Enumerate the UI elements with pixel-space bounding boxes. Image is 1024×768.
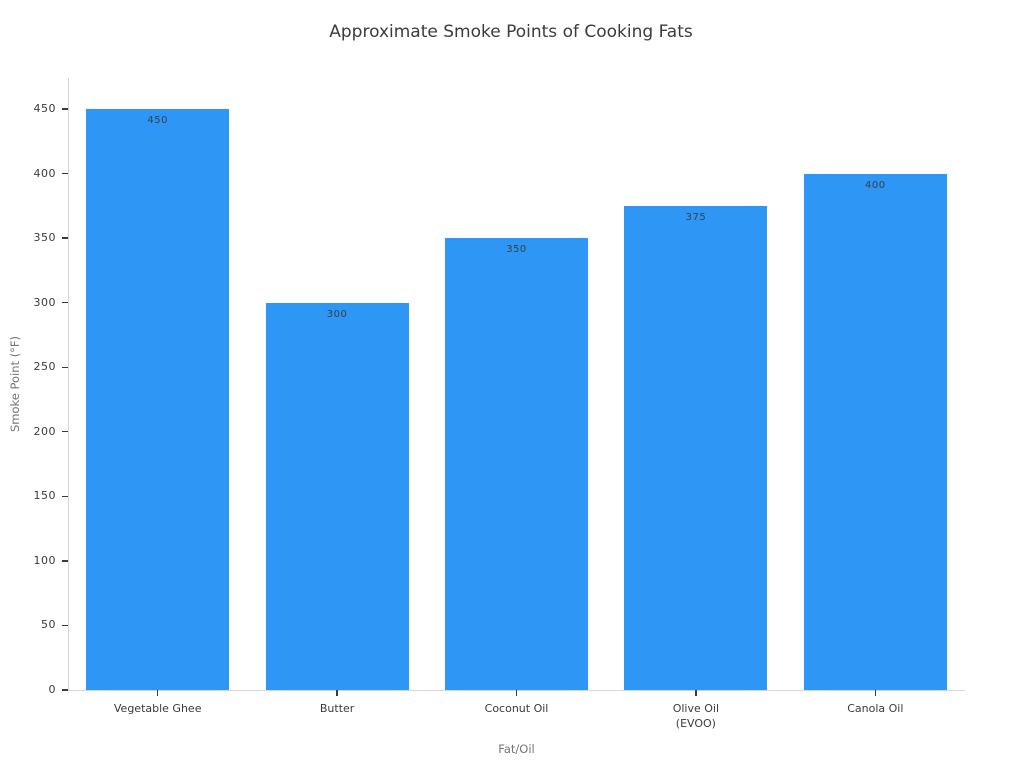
y-tick-mark xyxy=(62,495,68,498)
y-axis-title-text: Smoke Point (°F) xyxy=(8,335,22,433)
y-tick-mark xyxy=(62,172,68,175)
bar-coconut-oil: 350 xyxy=(445,238,588,690)
chart-title: Approximate Smoke Points of Cooking Fats xyxy=(329,22,693,42)
bar-value-label: 300 xyxy=(326,308,348,320)
bar-canola-oil: 400 xyxy=(803,173,947,690)
bar-olive-oil-evoo: 375 xyxy=(624,205,768,690)
bar-value-label: 350 xyxy=(506,244,527,256)
x-tick-mark xyxy=(515,690,518,696)
x-category-label: Olive Oil (EVOO) xyxy=(672,702,720,730)
y-tick-label: 400 xyxy=(33,166,56,180)
y-tick-label: 350 xyxy=(33,231,56,245)
y-tick-label: 50 xyxy=(41,618,56,632)
x-tick-mark xyxy=(157,690,159,696)
bar-value-label: 375 xyxy=(685,211,707,223)
y-tick-label: 450 xyxy=(33,101,56,115)
y-tick-mark xyxy=(62,624,68,627)
x-category-label: Canola Oil xyxy=(847,702,904,715)
y-tick-label: 300 xyxy=(33,295,56,309)
bar-vegetable-ghee: 450 xyxy=(86,109,230,690)
x-category-label: Butter xyxy=(319,702,355,715)
plot-area: 450 300 350 375 400 xyxy=(68,78,965,691)
x-category-label: Coconut Oil xyxy=(484,702,549,715)
x-tick-mark xyxy=(695,690,697,696)
y-tick-label: 200 xyxy=(33,424,56,438)
bar-value-label: 400 xyxy=(865,179,886,191)
y-axis-spine xyxy=(68,78,69,690)
y-tick-label: 100 xyxy=(33,553,56,567)
y-tick-mark xyxy=(62,301,68,304)
bar-butter: 300 xyxy=(265,302,409,690)
y-tick-label: 0 xyxy=(48,683,56,696)
y-tick-label: 250 xyxy=(33,360,56,374)
x-axis-title: Fat/Oil xyxy=(498,742,535,756)
bar-value-label: 450 xyxy=(147,115,168,126)
y-tick-mark xyxy=(62,689,68,691)
y-tick-mark xyxy=(62,560,68,562)
x-tick-mark xyxy=(874,690,876,696)
y-tick-mark xyxy=(62,366,68,368)
y-tick-label: 150 xyxy=(33,489,56,503)
x-category-label: Vegetable Ghee xyxy=(113,702,202,715)
y-tick-mark xyxy=(62,108,68,110)
y-tick-mark xyxy=(62,237,68,239)
y-tick-mark xyxy=(62,431,68,433)
x-tick-mark xyxy=(336,690,338,696)
